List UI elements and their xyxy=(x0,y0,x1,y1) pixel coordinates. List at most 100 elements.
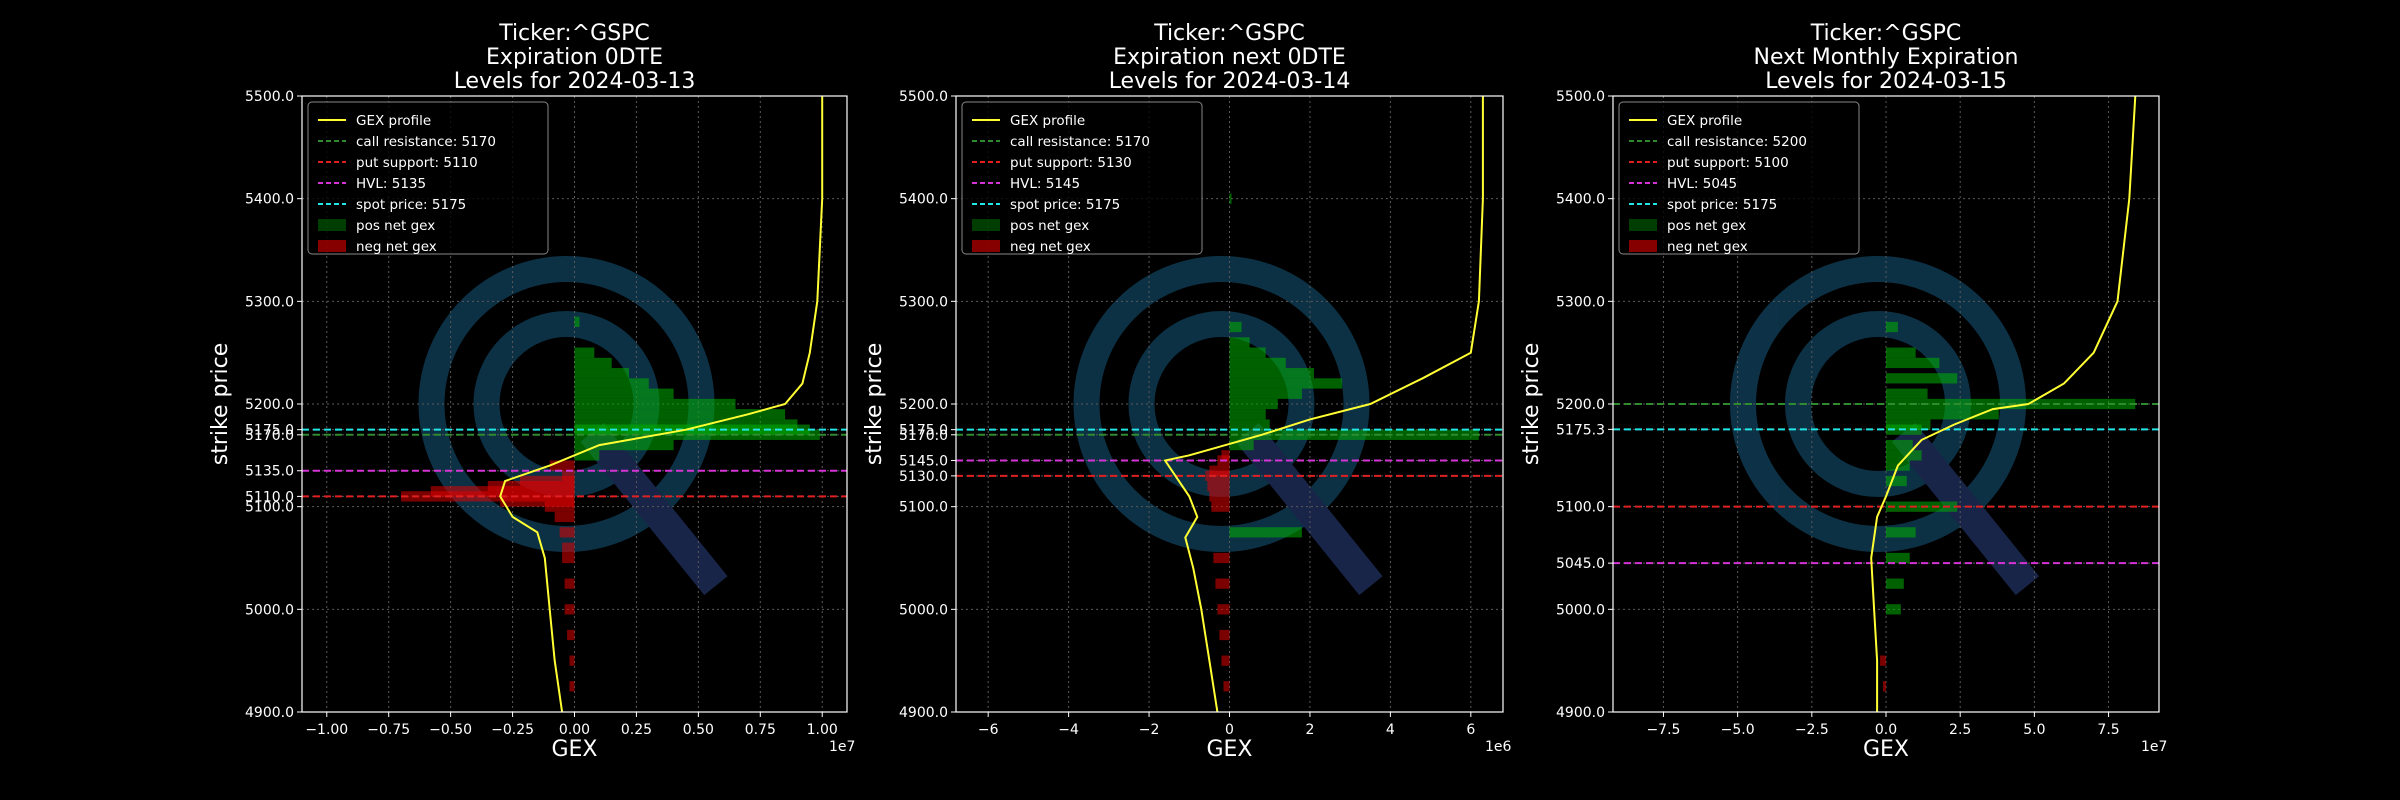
chart2-bar-6 xyxy=(1229,378,1343,389)
chart2-ytick-label: 5130.0 xyxy=(899,469,948,485)
chart3-legend-entry-2: call resistance: 5200 xyxy=(1667,134,1807,150)
chart2-ytick-label: 5200.0 xyxy=(899,397,948,413)
chart3-xtick-label: −2.5 xyxy=(1795,722,1829,738)
chart2-xtick-label: −2 xyxy=(1139,722,1160,738)
chart3-xtick-label: −5.0 xyxy=(1721,722,1755,738)
chart1-xtick-label: 1.00 xyxy=(807,722,838,738)
chart2-legend-entry-3: put support: 5130 xyxy=(1010,155,1132,171)
chart1-xtick-label: −1.00 xyxy=(305,722,348,738)
chart3-bar-9 xyxy=(1886,439,1913,451)
chart3-legend-entry-3: put support: 5100 xyxy=(1667,155,1789,171)
chart3-ytick-label: 5500.0 xyxy=(1556,89,1605,105)
chart1-bar-23 xyxy=(562,542,575,553)
chart2-legend-entry-1: GEX profile xyxy=(1010,113,1085,129)
chart2-bar-4 xyxy=(1229,357,1286,369)
chart2-ytick-label: 5300.0 xyxy=(899,294,948,310)
chart3-bar-19 xyxy=(1883,681,1886,692)
chart1-ytick-label: 5170.0 xyxy=(245,428,294,444)
chart3-bar-16 xyxy=(1886,578,1904,589)
chart3-ytick-label: 5300.0 xyxy=(1556,294,1605,310)
chart3-ytick-label: 4900.0 xyxy=(1556,705,1605,721)
chart3-legend-entry-5: spot price: 5175 xyxy=(1667,197,1777,213)
chart2-bar-20 xyxy=(1229,527,1302,538)
chart1-bar-29 xyxy=(569,681,575,692)
chart3-x-multiplier: 1e7 xyxy=(2141,739,2167,755)
chart1-xtick-label: −0.75 xyxy=(367,722,410,738)
chart1-bar-18 xyxy=(401,491,575,502)
chart1-bar-22 xyxy=(559,527,575,538)
chart1-ytick-label: 5500.0 xyxy=(245,89,294,105)
chart3-xtick-label: 0.0 xyxy=(1875,722,1897,738)
chart1-legend-entry-5: spot price: 5175 xyxy=(356,197,466,213)
chart1-legend-entry-7: neg net gex xyxy=(356,239,437,255)
chart1-bar-10 xyxy=(574,429,820,440)
chart3-bar-18 xyxy=(1880,655,1886,666)
chart1-xtick-label: 0.50 xyxy=(683,722,714,738)
chart3-legend-entry-7: neg net gex xyxy=(1667,239,1748,255)
chart3-bar-17 xyxy=(1886,604,1901,615)
chart2-bar-8 xyxy=(1229,398,1278,410)
chart1-bar-3 xyxy=(574,368,629,379)
chart1-bar-0 xyxy=(574,316,580,327)
chart2-bar-2 xyxy=(1229,337,1250,348)
chart2-ytick-label: 5500.0 xyxy=(899,89,948,105)
chart2-x-multiplier: 1e6 xyxy=(1485,739,1512,755)
chart1-bar-25 xyxy=(564,578,575,589)
chart1-legend: GEX profile call resistance: 5170 put supp… xyxy=(307,101,549,255)
chart2-xtick-label: 6 xyxy=(1466,722,1475,738)
chart2-bar-22 xyxy=(1215,578,1230,589)
chart1-legend-entry-6: pos net gex xyxy=(356,218,435,234)
chart3-gex-profile-line xyxy=(1870,95,2137,712)
chart3-ytick-label: 5100.0 xyxy=(1556,500,1605,516)
chart1-ytick-label: 4900.0 xyxy=(245,705,294,721)
chart2-legend-entry-4: HVL: 5145 xyxy=(1010,176,1080,192)
chart2-bar-16 xyxy=(1205,470,1230,481)
chart1-x-multiplier: 1e7 xyxy=(829,739,855,755)
chart1-bar-19 xyxy=(500,496,575,507)
chart1-ytick-label: 5175.0 xyxy=(245,423,294,439)
chart2-legend-entry-5: spot price: 5175 xyxy=(1010,197,1120,213)
chart3-xlabel: GEX xyxy=(1863,737,1909,762)
chart2-gex-profile-line xyxy=(1163,96,1484,713)
chart3: −7.5 −5.0 −2.5 0.0 2.5 5.0 7.5 4900.0 5000.0 5045… xyxy=(1519,21,2167,762)
chart3-bar-14 xyxy=(1886,527,1916,538)
chart1-xtick-label: 0.00 xyxy=(559,722,590,738)
chart3-title-line-1: Ticker:^GSPC xyxy=(1810,21,1962,46)
chart3-xtick-label: −7.5 xyxy=(1646,722,1680,738)
chart2-bar-21 xyxy=(1213,552,1230,564)
chart1-bar-20 xyxy=(544,501,575,512)
chart2-ytick-label: 5175.0 xyxy=(899,423,948,439)
chart1-ytick-label: 5300.0 xyxy=(245,294,294,310)
chart2-ytick-label: 5000.0 xyxy=(899,602,948,618)
chart3-bar-3 xyxy=(1886,373,1958,384)
chart3-bar-1 xyxy=(1886,347,1916,358)
chart2-bar-3 xyxy=(1229,347,1266,358)
chart1-title-line-1: Ticker:^GSPC xyxy=(498,21,650,46)
chart1-title-line-3: Levels for 2024-03-13 xyxy=(454,69,696,94)
chart1-bar-27 xyxy=(567,629,575,641)
chart3-title-line-3: Levels for 2024-03-15 xyxy=(1765,69,2007,94)
chart1-bar-2 xyxy=(574,357,612,369)
chart3-watermark-logo xyxy=(1730,256,2040,596)
chart3-ytick-label: 5045.0 xyxy=(1556,556,1605,572)
chart1-bar-12 xyxy=(574,450,600,461)
chart2-bar-5 xyxy=(1229,368,1314,379)
chart1-xlabel: GEX xyxy=(551,737,597,762)
chart3-xtick-label: 7.5 xyxy=(2097,722,2119,738)
chart1-bar-5 xyxy=(574,388,674,399)
chart3-ytick-label: 5200.0 xyxy=(1556,397,1605,413)
chart1-bar-4 xyxy=(574,378,649,389)
chart1-legend-entry-4: HVL: 5135 xyxy=(356,176,426,192)
chart1-legend-entry-1: GEX profile xyxy=(356,113,431,129)
chart2-title-line-2: Expiration next 0DTE xyxy=(1113,45,1346,70)
chart2-bar-19 xyxy=(1211,501,1230,512)
chart3-legend-entry-4: HVL: 5045 xyxy=(1667,176,1737,192)
chart3-title-line-2: Next Monthly Expiration xyxy=(1754,45,2019,70)
chart1-ytick-label: 5400.0 xyxy=(245,192,294,208)
chart2-legend-entry-7: neg net gex xyxy=(1010,239,1091,255)
chart2-bar-9 xyxy=(1229,409,1266,420)
chart1-ytick-label: 5110.0 xyxy=(245,489,294,505)
chart2-legend-entry-6: pos net gex xyxy=(1010,218,1089,234)
chart3-bar-6 xyxy=(1886,409,1999,420)
chart2-title-line-3: Levels for 2024-03-14 xyxy=(1109,69,1351,94)
